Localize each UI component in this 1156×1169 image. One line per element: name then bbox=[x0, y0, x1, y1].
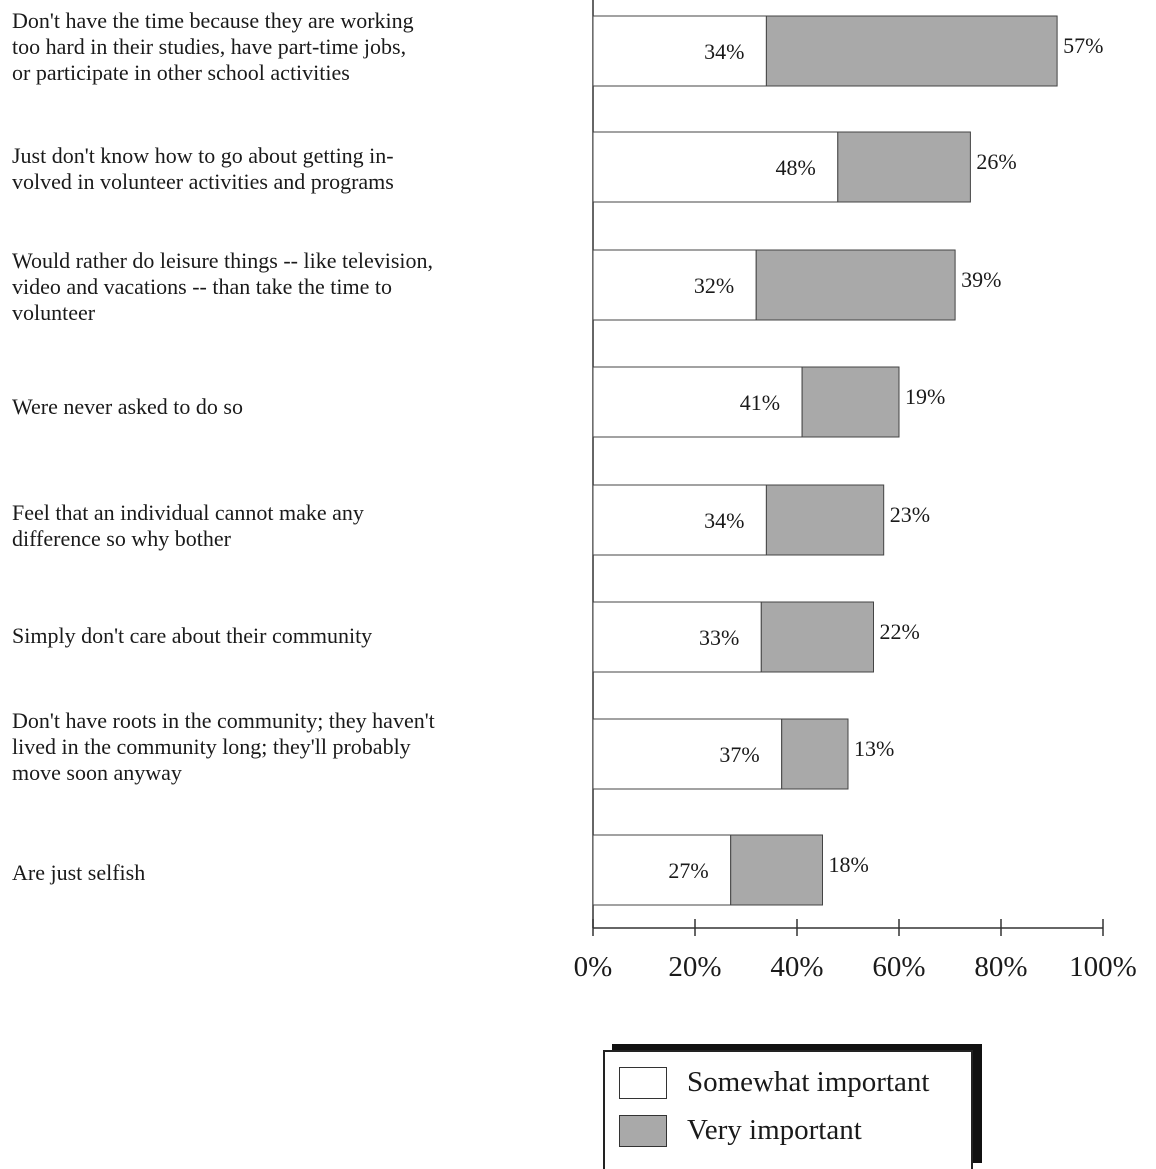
category-label: Would rather do leisure things -- like t… bbox=[12, 248, 434, 325]
category-label: Don't have the time because they are wor… bbox=[12, 8, 414, 85]
data-label-somewhat: 33% bbox=[699, 625, 739, 650]
x-tick-label: 40% bbox=[770, 951, 823, 983]
data-label-somewhat: 34% bbox=[704, 508, 744, 533]
bar-somewhat bbox=[592, 15, 767, 87]
x-tick-label: 20% bbox=[668, 951, 721, 983]
x-tick-label: 60% bbox=[872, 951, 925, 983]
category-label: Are just selfish bbox=[12, 860, 146, 885]
bar-very bbox=[760, 601, 874, 673]
data-label-very: 18% bbox=[829, 852, 869, 877]
category-label: Don't have roots in the community; they … bbox=[12, 708, 435, 785]
legend-label-very: Very important bbox=[687, 1114, 862, 1146]
x-tick-label: 0% bbox=[574, 951, 613, 983]
legend-swatch-very bbox=[619, 1114, 667, 1147]
data-label-somewhat: 34% bbox=[704, 39, 744, 64]
bar-very bbox=[801, 366, 900, 438]
data-label-somewhat: 41% bbox=[740, 390, 780, 415]
data-label-somewhat: 32% bbox=[694, 273, 734, 298]
bar-somewhat bbox=[592, 249, 757, 321]
x-tick-label: 100% bbox=[1069, 951, 1137, 983]
data-label-somewhat: 48% bbox=[775, 155, 815, 180]
legend-item-very: Very important bbox=[619, 1114, 862, 1147]
legend-label-somewhat: Somewhat important bbox=[687, 1066, 930, 1098]
bar-somewhat bbox=[592, 131, 839, 203]
legend-swatch-somewhat bbox=[619, 1066, 667, 1099]
bar-very bbox=[755, 249, 956, 321]
data-label-somewhat: 27% bbox=[668, 858, 708, 883]
data-label-very: 22% bbox=[880, 619, 920, 644]
x-tick-label: 80% bbox=[974, 951, 1027, 983]
legend: Somewhat important Very important bbox=[603, 1050, 973, 1169]
bar-very bbox=[837, 131, 971, 203]
bar-somewhat bbox=[592, 366, 803, 438]
data-label-very: 19% bbox=[905, 384, 945, 409]
data-label-very: 23% bbox=[890, 502, 930, 527]
bar-somewhat bbox=[592, 834, 732, 906]
bar-somewhat bbox=[592, 718, 783, 790]
data-label-very: 39% bbox=[961, 267, 1001, 292]
bar-somewhat bbox=[592, 601, 762, 673]
legend-item-somewhat: Somewhat important bbox=[619, 1066, 929, 1099]
category-label: Simply don't care about their community bbox=[12, 623, 373, 648]
category-label: Just don't know how to go about getting … bbox=[12, 143, 394, 194]
category-label: Were never asked to do so bbox=[12, 394, 243, 419]
data-label-very: 26% bbox=[976, 149, 1016, 174]
category-label: Feel that an individual cannot make any … bbox=[12, 500, 364, 551]
data-label-very: 13% bbox=[854, 736, 894, 761]
bar-very bbox=[781, 718, 849, 790]
bar-very bbox=[730, 834, 824, 906]
data-label-somewhat: 37% bbox=[719, 742, 759, 767]
bar-somewhat bbox=[592, 484, 767, 556]
bar-very bbox=[765, 15, 1058, 87]
data-label-very: 57% bbox=[1063, 33, 1103, 58]
bar-very bbox=[765, 484, 885, 556]
